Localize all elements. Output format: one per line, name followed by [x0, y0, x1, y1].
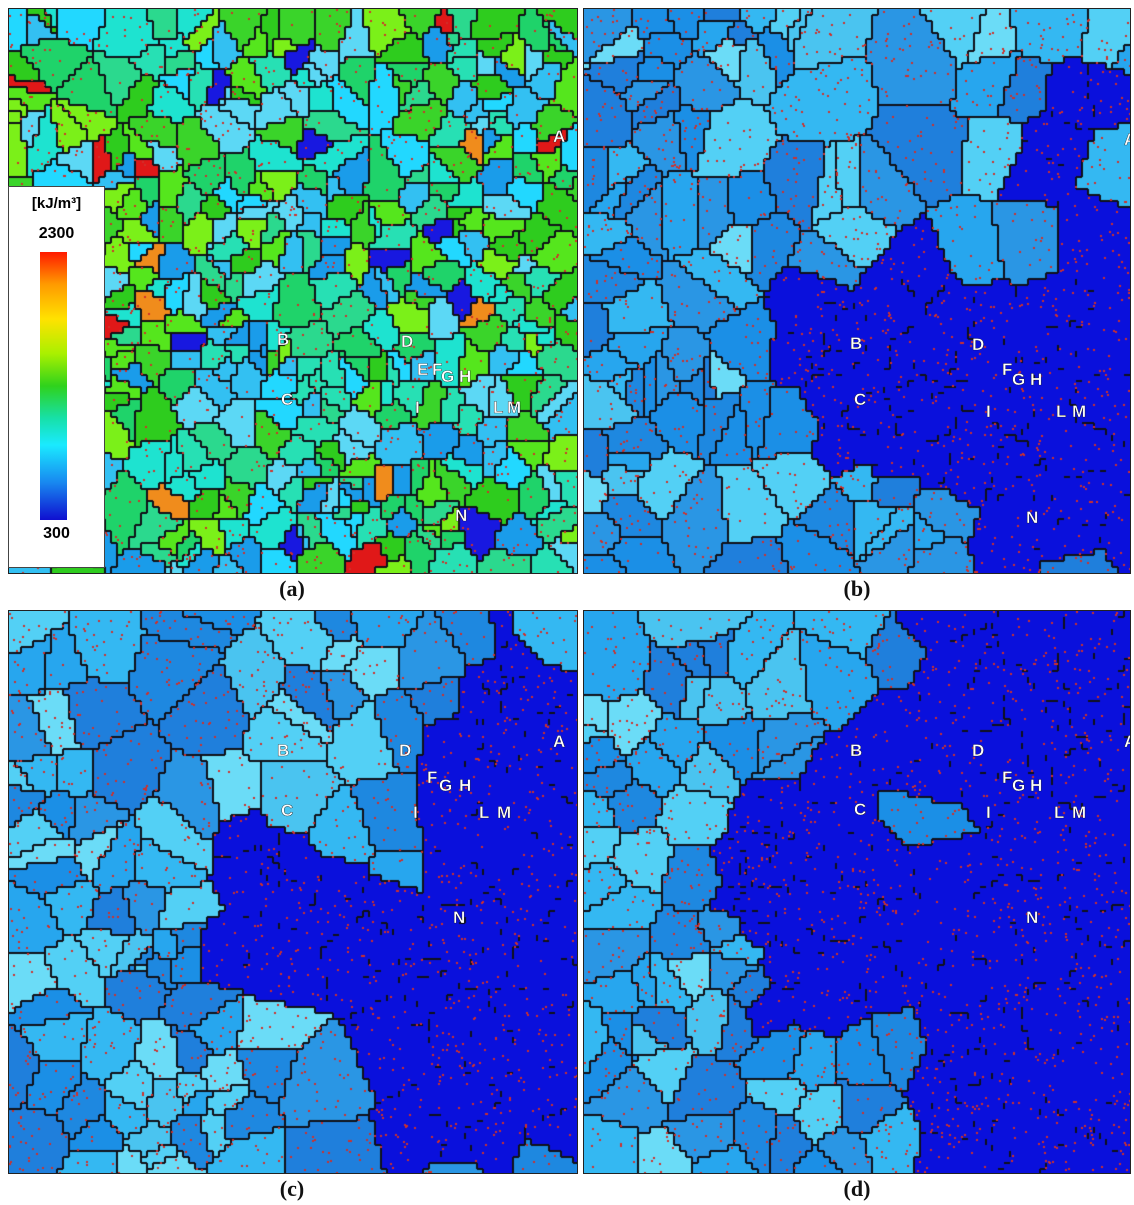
grain-label-n: N [1026, 908, 1038, 927]
grain-label-f: F [432, 360, 442, 379]
grain-label-a: A [1124, 732, 1130, 751]
grain-label-h: H [459, 367, 471, 386]
grain-label-l: L [479, 803, 489, 822]
grain-label-m: M [497, 803, 511, 822]
grain-label-g: G [441, 367, 454, 386]
grain-label-l: L [1056, 402, 1066, 421]
grain-label-a: A [1124, 130, 1130, 149]
grain-label-i: I [413, 803, 418, 822]
grain-label-g: G [439, 776, 452, 795]
grain-label-n: N [455, 506, 467, 525]
grain-label-n: N [453, 908, 465, 927]
legend-colorbar [40, 252, 67, 520]
grain-label-b: B [277, 741, 289, 760]
grain-label-f: F [1002, 360, 1012, 379]
grain-label-f: F [1002, 768, 1012, 787]
legend-min-label: 300 [43, 525, 70, 542]
grain-label-h: H [459, 776, 471, 795]
panel-c-caption: (c) [279, 1176, 305, 1201]
grain-label-b: B [277, 330, 289, 349]
grain-label-h: H [1030, 370, 1042, 389]
grain-label-h: H [1030, 776, 1042, 795]
legend-max-label: 2300 [38, 225, 75, 242]
grain-labels-overlay: A B C DE FG H I L M N [277, 127, 566, 525]
grain-label-b: B [850, 741, 862, 760]
grain-label-c: C [281, 801, 293, 820]
grain-label-a: A [553, 732, 565, 751]
grain-label-g: G [1012, 370, 1025, 389]
grain-label-n: N [1026, 508, 1038, 527]
energy-legend: [kJ/m³] 2300 300 [8, 186, 105, 568]
grain-structure-canvas [584, 9, 1130, 573]
grain-label-d: D [399, 741, 411, 760]
grain-label-c: C [854, 800, 866, 819]
grain-label-b: B [850, 334, 862, 353]
grain-label-l: L [1054, 803, 1064, 822]
grain-label-g: G [1012, 776, 1025, 795]
grain-label-f: F [427, 768, 437, 787]
grain-structure-canvas [584, 611, 1130, 1173]
panel-d-caption: (d) [843, 1176, 871, 1201]
grain-structure-canvas [9, 611, 577, 1173]
grain-label-i: I [986, 803, 991, 822]
grain-label-d: D [972, 335, 984, 354]
grain-label-e: E [417, 360, 428, 379]
grain-label-a: A [553, 127, 565, 146]
panel-b-caption: (b) [843, 576, 871, 601]
panel-a-caption: (a) [279, 576, 305, 601]
legend-unit: [kJ/m³] [31, 195, 82, 212]
grain-label-d: D [972, 741, 984, 760]
grain-label-i: I [415, 398, 420, 417]
grain-label-m: M [1072, 402, 1086, 421]
grain-label-d: D [401, 332, 413, 351]
grain-label-m: M [507, 398, 521, 417]
grain-label-c: C [281, 390, 293, 409]
grain-label-c: C [854, 390, 866, 409]
grain-label-i: I [986, 402, 991, 421]
grain-label-l: L [493, 398, 503, 417]
grain-label-m: M [1072, 803, 1086, 822]
